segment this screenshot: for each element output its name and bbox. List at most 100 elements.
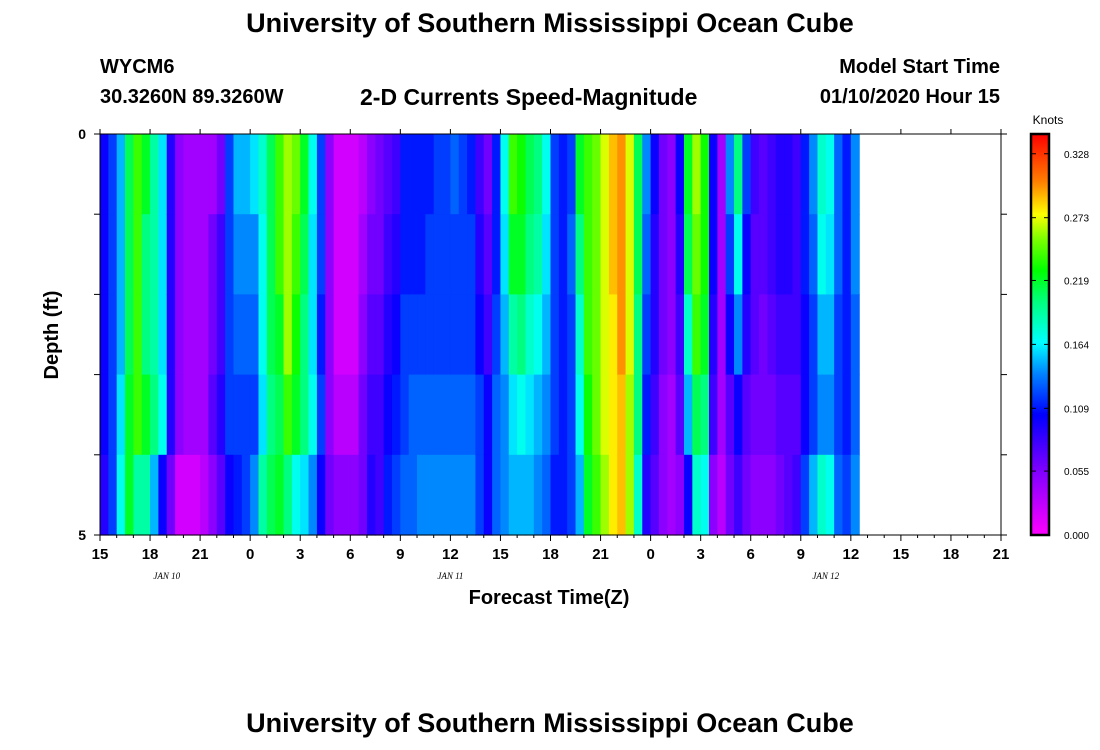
heatmap-cell (650, 294, 660, 376)
heatmap-cell (183, 294, 193, 376)
heatmap-cell (125, 214, 134, 295)
heatmap-cell (141, 214, 151, 295)
heatmap-cell (592, 374, 602, 456)
heatmap-cell (250, 214, 260, 295)
heatmap-cell (834, 374, 844, 456)
heatmap-cell (784, 294, 794, 376)
heatmap-cell (225, 374, 235, 456)
heatmap-cell (358, 374, 368, 456)
heatmap-cell (475, 294, 485, 376)
heatmap-cell (166, 294, 176, 376)
heatmap-cell (433, 454, 443, 536)
heatmap-cell (166, 374, 176, 456)
heatmap-cell (316, 134, 326, 215)
heatmap-cell (617, 294, 627, 376)
heatmap-cell (183, 374, 193, 456)
heatmap-cell (700, 294, 710, 376)
heatmap-cell (692, 134, 702, 215)
x-tick-label: 9 (396, 546, 404, 563)
heatmap-cell (675, 214, 685, 295)
heatmap-cell (717, 374, 727, 456)
heatmap-cell (550, 454, 560, 536)
heatmap-cell (525, 374, 535, 456)
heatmap-cell (233, 294, 243, 376)
x-tick-label: 18 (542, 546, 559, 563)
heatmap-cell (116, 374, 126, 456)
heatmap-cell (266, 214, 276, 295)
heatmap-cell (241, 134, 251, 215)
heatmap-cell (341, 294, 351, 376)
heatmap-cell (750, 134, 760, 215)
heatmap-cell (258, 294, 268, 376)
heatmap-cell (700, 454, 710, 536)
heatmap-cell (800, 294, 810, 376)
heatmap-cell (442, 374, 451, 456)
heatmap-cell (800, 374, 810, 456)
heatmap-cell (366, 294, 376, 376)
heatmap-cell (850, 454, 860, 536)
heatmap-cell (133, 454, 143, 536)
heatmap-cell (583, 454, 593, 536)
heatmap-cell (133, 374, 143, 456)
heatmap-cell (850, 294, 860, 376)
heatmap-cell (100, 214, 109, 295)
heatmap-cell (258, 214, 268, 295)
heatmap-cell (575, 214, 585, 295)
heatmap-cell (100, 374, 109, 456)
heatmap-cell (608, 134, 618, 215)
heatmap-cell (700, 374, 710, 456)
heatmap-cell (291, 454, 301, 536)
heatmap-cell (792, 294, 802, 376)
heatmap-cell (709, 294, 718, 376)
heatmap-cell (366, 454, 376, 536)
heatmap-cell (125, 374, 134, 456)
heatmap-cell (250, 454, 260, 536)
heatmap-cell (391, 134, 401, 215)
heatmap-cell (508, 134, 518, 215)
heatmap-cell (358, 214, 368, 295)
heatmap-cell (834, 134, 844, 215)
heatmap-cell (450, 214, 460, 295)
heatmap-cell (592, 294, 602, 376)
heatmap-cell (717, 454, 727, 536)
heatmap-cell (383, 454, 393, 536)
heatmap-cell (550, 134, 560, 215)
heatmap-cell (458, 294, 468, 376)
heatmap-cell (275, 134, 285, 215)
heatmap-cell (800, 134, 810, 215)
heatmap-cell (400, 214, 410, 295)
heatmap-cell (417, 214, 426, 295)
heatmap-cell (166, 214, 176, 295)
heatmap-cell (316, 294, 326, 376)
x-tick-label: 0 (246, 546, 254, 563)
heatmap-cell (358, 294, 368, 376)
heatmap-cell (258, 374, 268, 456)
heatmap-cell (633, 134, 643, 215)
heatmap-cell (650, 214, 660, 295)
heatmap-cell (725, 214, 735, 295)
heatmap-cell (500, 374, 510, 456)
heatmap-cell (717, 134, 727, 215)
heatmap-cell (241, 454, 251, 536)
heatmap-cell (300, 374, 310, 456)
heatmap-cell (233, 454, 243, 536)
heatmap-cell (775, 294, 785, 376)
heatmap-cell (467, 294, 477, 376)
heatmap-cell (633, 214, 643, 295)
heatmap-cell (216, 134, 226, 215)
heatmap-cell (625, 454, 635, 536)
heatmap-cell (842, 454, 852, 536)
y-tick-label: 5 (78, 527, 86, 543)
heatmap-cell (483, 454, 493, 536)
heatmap-cell (592, 454, 602, 536)
heatmap-cell (683, 294, 693, 376)
heatmap-cell (150, 214, 159, 295)
x-date-label: JAN 10 (153, 571, 180, 581)
heatmap-cell (750, 374, 760, 456)
heatmap-cell (266, 454, 276, 536)
heatmap-cell (333, 214, 343, 295)
heatmap-cell (467, 374, 477, 456)
heatmap-cell (417, 294, 426, 376)
heatmap-cell (325, 454, 335, 536)
heatmap-cell (475, 454, 485, 536)
